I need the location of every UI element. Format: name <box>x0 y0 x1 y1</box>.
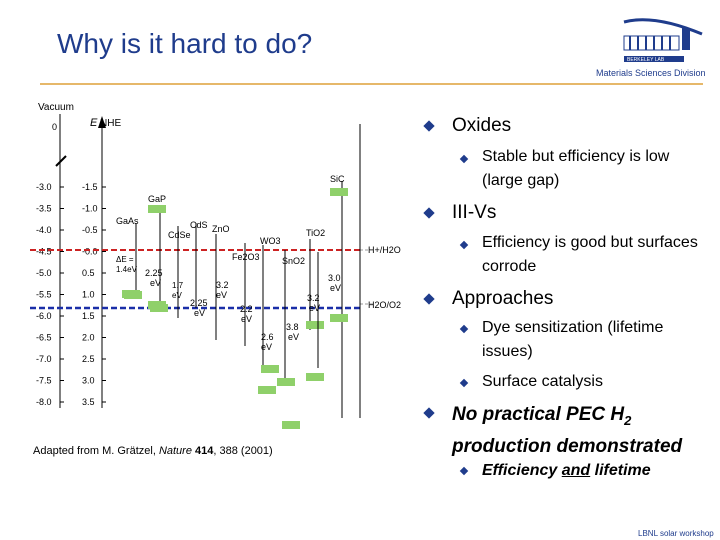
left-tick-label: -3.5 <box>36 204 52 214</box>
right-tick-label: -1.0 <box>82 204 98 214</box>
right-tick-label: -1.5 <box>82 182 98 192</box>
label-cds: CdS <box>190 220 208 230</box>
left-tick-label: -8.0 <box>36 397 52 407</box>
label-sno2: SnO2 <box>282 256 305 266</box>
right-tick-label: 2.5 <box>82 354 95 364</box>
svg-text:eV: eV <box>172 291 182 300</box>
svg-text:3.0: 3.0 <box>328 273 341 283</box>
title-underline <box>40 83 703 85</box>
left-tick-labels: -3.0 -3.5 -4.0 -4.5 -5.0 -5.5 -6.0 -6.5 -7.0 -7.5… <box>36 182 64 407</box>
label-wo3: WO3 <box>260 236 281 246</box>
bullet-iii-vs: III-Vs <box>452 202 497 223</box>
bullet-no-practical: No practical PEC H2 production demonstra… <box>452 404 683 457</box>
gap-gap: 2.25 <box>145 268 163 278</box>
nhe-label: NHE <box>100 118 121 129</box>
svg-text:2.6: 2.6 <box>261 332 274 342</box>
label-zno: ZnO <box>212 224 230 234</box>
svg-text:eV: eV <box>261 342 272 352</box>
left-tick-label: -6.0 <box>36 311 52 321</box>
left-tick-label: -4.0 <box>36 225 52 235</box>
sub-bullet-iii-vs: Efficiency is good but surfaces corrode <box>482 234 698 275</box>
bullet-marker <box>423 120 435 132</box>
svg-text:2.25: 2.25 <box>190 298 208 308</box>
left-tick-label: -6.5 <box>36 333 52 343</box>
bullet-marker <box>423 407 435 419</box>
left-tick-label: -3.0 <box>36 182 52 192</box>
svg-text:3.2: 3.2 <box>216 280 229 290</box>
svg-text:eV: eV <box>216 290 227 300</box>
bullet-marker <box>423 207 435 219</box>
right-tick-label: 0.5 <box>82 268 95 278</box>
vacuum-zero: 0 <box>52 122 57 132</box>
right-tick-label: -0.0 <box>82 247 98 257</box>
nhe-axis-arrow <box>98 116 106 128</box>
right-tick-label: 1.0 <box>82 290 95 300</box>
sub-bullet-marker <box>459 324 469 334</box>
left-tick-label: -7.5 <box>36 376 52 386</box>
sub-bullet-oxides: Stable but efficiency is low (large gap) <box>482 148 670 189</box>
svg-text:eV: eV <box>309 303 320 313</box>
e-axis-label: E <box>90 117 98 129</box>
vacuum-label: Vacuum <box>38 102 74 113</box>
slide-title: Why is it hard to do? <box>57 28 313 59</box>
svg-text:eV: eV <box>330 283 341 293</box>
svg-text:eV: eV <box>241 314 252 324</box>
o2-label: H2O/O2 <box>368 300 401 310</box>
sub-bullet-marker <box>459 466 469 476</box>
sub-bullet-marker <box>459 154 469 164</box>
sub-bullet-dye: Dye sensitization (lifetime issues) <box>482 319 664 360</box>
label-cdse: CdSe <box>168 230 191 240</box>
svg-text:eV: eV <box>194 308 205 318</box>
left-tick-label: -7.0 <box>36 354 52 364</box>
logo-bar-text: BERKELEY LAB <box>627 57 665 63</box>
bullet-approaches: Approaches <box>452 288 554 309</box>
label-fe2o3: Fe2O3 <box>232 252 260 262</box>
svg-text:2.2: 2.2 <box>240 304 253 314</box>
label-gap: GaP <box>148 194 166 204</box>
svg-text:eV: eV <box>288 332 299 342</box>
label-gaas: GaAs <box>116 216 139 226</box>
left-tick-label: -5.5 <box>36 290 52 300</box>
bullet-oxides: Oxides <box>452 115 512 136</box>
footer-text: LBNL solar workshop <box>638 529 714 538</box>
sub-bullet-marker <box>459 240 469 250</box>
left-tick-label: -4.5 <box>36 247 52 257</box>
right-tick-labels: -1.5 -1.0 -0.5 -0.0 0.5 1.0 1.5 2.0 2.5 3.0 3.5 <box>82 182 106 407</box>
division-name: Materials Sciences Division <box>596 68 706 78</box>
svg-text:3.8: 3.8 <box>286 322 299 332</box>
bullet-marker <box>423 293 435 305</box>
semiconductor-columns: GaAs GaP 2.25 eV CdSe 1.7 eV CdS 2.25 eV… <box>116 124 361 429</box>
delta-e-label: ΔE = <box>116 255 134 264</box>
right-tick-label: 1.5 <box>82 311 95 321</box>
svg-text:eV: eV <box>150 278 161 288</box>
label-tio2: TiO2 <box>306 228 325 238</box>
label-sic: SiC <box>330 174 345 184</box>
axis-break <box>55 155 67 167</box>
right-tick-label: 3.0 <box>82 376 95 386</box>
sub-bullet-marker <box>459 378 469 388</box>
source-credit: Adapted from M. Grätzel, Nature 414, 388… <box>33 445 273 457</box>
svg-text:1.7: 1.7 <box>172 281 184 290</box>
left-tick-label: -5.0 <box>36 268 52 278</box>
svg-text:3.2: 3.2 <box>307 293 320 303</box>
sub-bullet-efficiency: Efficiency and lifetime <box>482 462 651 479</box>
berkeley-lab-logo: BERKELEY LAB <box>623 18 703 63</box>
svg-text:1.4eV: 1.4eV <box>116 265 138 274</box>
h2-label: H+/H2O <box>368 245 401 255</box>
right-tick-label: 2.0 <box>82 333 95 343</box>
sub-bullet-catalysis: Surface catalysis <box>482 373 603 390</box>
right-tick-label: -0.5 <box>82 225 98 235</box>
band-edge-diagram: Vacuum 0 -3.0 -3.5 -4.0 -4.5 -5.0 -5.5 -6.0 -6.… <box>30 102 401 429</box>
right-tick-label: 3.5 <box>82 397 95 407</box>
